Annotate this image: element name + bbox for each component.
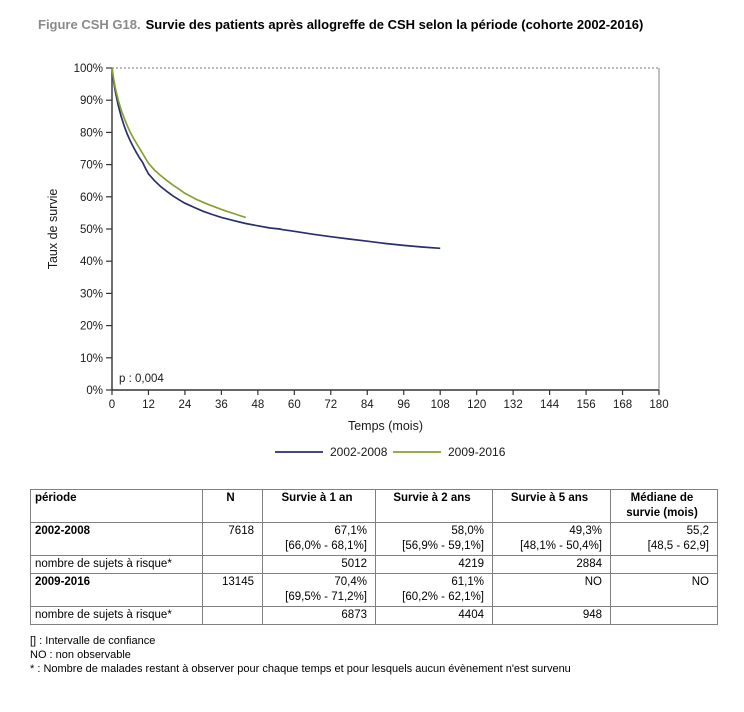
table-cell: 2884 [492,555,611,574]
footnote-not-observable: NO : non observable [30,649,131,661]
x-tick-label: 60 [288,399,301,411]
column-header: Survie à 2 ans [375,489,493,523]
table-cell: NO [610,573,718,607]
table-cell: nombre de sujets à risque* [30,606,203,625]
table-cell [610,555,718,574]
y-tick-label: 0% [86,385,103,397]
column-header: N [202,489,263,523]
x-tick-label: 84 [361,399,374,411]
x-axis-title: Temps (mois) [348,419,423,433]
x-tick-label: 72 [324,399,337,411]
table-cell: 13145 [202,573,263,607]
table-cell [610,606,718,625]
column-header: Médiane de survie (mois) [610,489,718,523]
x-tick-label: 144 [540,399,560,411]
table-cell: 948 [492,606,611,625]
curve-2002-2008 [111,67,441,250]
table-cell: 49,3% [48,1% - 50,4%] [492,522,611,556]
table-cell: 61,1% [60,2% - 62,1%] [375,573,493,607]
x-tick-label: 96 [397,399,410,411]
y-tick-label: 20% [80,321,103,333]
y-tick-label: 40% [80,256,103,268]
table-cell: 58,0% [56,9% - 59,1%] [375,522,493,556]
y-axis-title: Taux de survie [46,189,60,270]
figure-caption: Survie des patients après allogreffe de … [145,17,644,32]
table-cell: 67,1% [66,0% - 68,1%] [262,522,376,556]
footnotes: [] : Intervalle de confiance NO : non ob… [30,634,571,676]
y-tick-label: 60% [80,192,103,204]
table-cell: 4219 [375,555,493,574]
figure-title: Figure CSH G18. Survie des patients après… [38,17,643,32]
x-tick-label: 156 [576,399,595,411]
table-cell [202,606,263,625]
legend-label-2002-2008: 2002-2008 [330,445,388,459]
table-header-row: période N Survie à 1 an Survie à 2 ans Survi… [30,489,718,523]
x-tick-label: 120 [467,399,486,411]
x-tick-label: 0 [109,399,115,411]
table-row-2002-2008: 2002-2008 7618 67,1% [66,0% - 68,1%] 58,0% [5… [30,522,718,556]
table-cell: 55,2 [48,5 - 62,9] [610,522,718,556]
table-cell: 7618 [202,522,263,556]
table-cell: NO [492,573,611,607]
y-tick-label: 70% [80,160,103,172]
table-cell: 4404 [375,606,493,625]
y-tick-label: 90% [80,95,103,107]
column-header: Survie à 1 an [262,489,376,523]
table-cell: 6873 [262,606,376,625]
x-tick-label: 24 [179,399,192,411]
x-tick-label: 180 [649,399,668,411]
survival-results-table: période N Survie à 1 an Survie à 2 ans Survi… [30,489,718,625]
y-tick-label: 30% [80,288,103,300]
footnote-at-risk: * : Nombre de malades restant à observer… [30,663,571,675]
table-cell [202,555,263,574]
column-header: période [30,489,203,523]
x-tick-label: 108 [431,399,450,411]
table-cell: 5012 [262,555,376,574]
table-cell: 2009-2016 [30,573,203,607]
y-tick-label: 80% [80,127,103,139]
x-tick-label: 168 [613,399,632,411]
x-tick-label: 132 [504,399,523,411]
p-value-annotation: p : 0,004 [119,373,164,385]
x-tick-label: 48 [251,399,264,411]
table-cell: 2002-2008 [30,522,203,556]
table-cell: 70,4% [69,5% - 71,2%] [262,573,376,607]
footnote-confidence-interval: [] : Intervalle de confiance [30,635,156,647]
table-row-2009-2016: 2009-2016 13145 70,4% [69,5% - 71,2%] 61,1%[… [30,573,718,607]
y-tick-label: 10% [80,353,103,365]
table-row-risk-2009-2016: nombre de sujets à risque* 6873 4404 948 [30,606,718,625]
figure-label: Figure CSH G18. [38,17,141,32]
table-cell: nombre de sujets à risque* [30,555,203,574]
x-tick-label: 36 [215,399,228,411]
survival-chart: 0% 10% 20% 30% 40% 50% 60% 70% 80% 90% 100% 0 12 24 36… [46,63,669,459]
table-row-risk-2002-2008: nombre de sujets à risque* 5012 4219 2884 [30,555,718,574]
curve-2009-2016 [111,67,246,219]
column-header: Survie à 5 ans [492,489,611,523]
x-tick-label: 12 [142,399,155,411]
y-tick-label: 50% [80,224,103,236]
legend-label-2009-2016: 2009-2016 [448,445,506,459]
y-tick-label: 100% [74,63,103,75]
